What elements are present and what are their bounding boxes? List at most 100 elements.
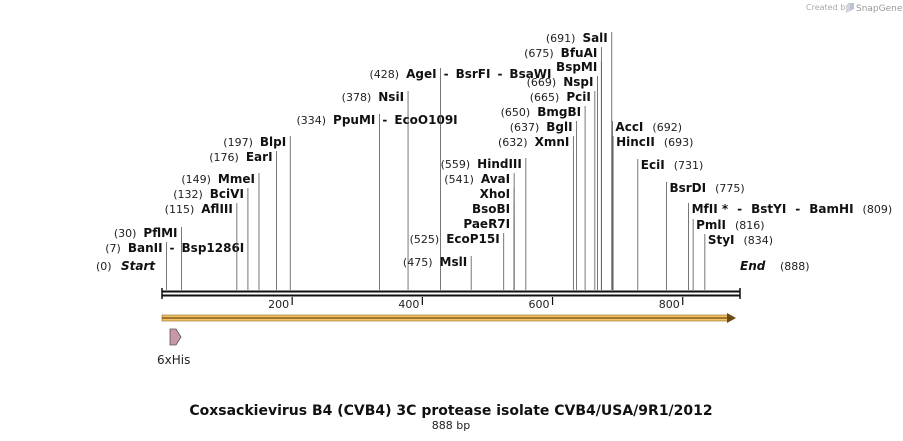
site-position: (475) [403,256,433,269]
site-position: (637) [510,121,540,134]
site-banii-bsp1286i[interactable]: (7) BanII - Bsp1286I [105,241,244,290]
restriction-sites: (7) BanII - Bsp1286I(30) PflMI(115) AflIII(13… [96,31,892,290]
site-position: (559) [441,158,471,171]
site-separator: - [170,241,175,255]
site-position: (669) [527,76,557,89]
site-enzyme-name: MmeI [218,172,255,186]
site-pcii[interactable]: (665) PciI [530,90,596,290]
site-position: (541) [444,173,474,186]
tick-label-600: 600 [529,298,550,311]
site-bsobi[interactable]: BsoBI [472,202,515,290]
site-enzyme-name: NspI [563,75,593,89]
site-enzyme-name: BsrDI [669,181,706,195]
created-by-text: Created by [806,3,850,12]
site-enzyme-name: HincII [616,135,655,149]
site-bmgbi[interactable]: (650) BmgBI [501,105,586,290]
site-enzyme-name: BglI [546,120,572,134]
site-position: (834) [744,234,774,247]
site-position: (731) [674,159,704,172]
site-msli[interactable]: (475) MslI [403,255,472,290]
site-ppumi-ecoo109i[interactable]: (334) PpuMI - EcoO109I [296,113,458,290]
site-enzyme-name: AvaI [481,172,510,186]
end-label: End (888) [740,259,810,273]
site-enzyme-name: BmgBI [537,105,581,119]
site-xmni[interactable]: (632) XmnI [498,135,574,290]
site-position: (525) [410,233,440,246]
snapgene-logo-icon [846,3,854,13]
snapgene-brand: SnapGene [856,4,903,14]
site-mmei[interactable]: (149) MmeI [181,172,260,290]
end-name: End [740,259,766,273]
feature-6xhis-label: 6xHis [157,353,190,367]
site-enzyme-name: PciI [566,90,591,104]
site-position: (176) [209,151,239,164]
site-position: (378) [342,91,372,104]
end-position: (888) [780,260,810,273]
site-agei-bsrfi-bsawi[interactable]: (428) AgeI - BsrFI - BsaWI [370,67,552,290]
site-blpi[interactable]: (197) BlpI [223,135,291,290]
site-hindiii[interactable]: (559) HindIII [441,157,527,290]
site-position: (115) [165,203,195,216]
feature-6xhis[interactable]: 6xHis [157,328,190,367]
site-ecop15i[interactable]: (525) EcoP15I [410,232,505,290]
site-bgli[interactable]: (637) BglI [510,120,578,290]
site-pflmi[interactable]: (30) PflMI [114,226,182,290]
site-position: (675) [524,47,554,60]
site-eari[interactable]: (176) EarI [209,150,277,290]
site-styi[interactable]: StyI (834) [704,233,774,290]
site-hincii[interactable]: HincII (693) [612,135,694,290]
site-enzyme-name: MfII * [692,202,729,216]
site-position: (693) [664,136,694,149]
site-bfuai[interactable]: (675) BfuAI [524,46,602,290]
site-enzyme-name: AflIII [201,202,233,216]
site-nsii[interactable]: (378) NsiI [342,90,409,290]
start-position: (0) [96,260,112,273]
site-enzyme-name: BanII [128,241,163,255]
site-enzyme-name: BlpI [260,135,286,149]
site-acci[interactable]: AccI (692) [612,120,682,290]
site-enzyme-name: MslI [440,255,468,269]
site-enzyme-name: EarI [246,150,273,164]
site-pmli[interactable]: PmlI (816) [692,218,765,290]
site-enzyme-name: EcoP15I [446,232,500,246]
site-enzyme-name: EciI [641,158,665,172]
start-name: Start [121,259,156,273]
site-enzyme-name: Bsp1286I [182,241,245,255]
site-enzyme-name: NsiI [378,90,404,104]
site-avai[interactable]: (541) AvaI [444,172,515,290]
site-position: (692) [652,121,682,134]
site-separator: - [382,113,387,127]
site-bsrdi[interactable]: BsrDI (775) [666,181,745,290]
site-position: (7) [105,242,121,255]
site-enzyme-name: AgeI [406,67,436,81]
site-enzyme-name: BstYI [751,202,786,216]
site-separator: - [444,67,449,81]
site-enzyme-name: BspMI [556,60,597,74]
site-position: (650) [501,106,531,119]
site-mfii-bstyi-bamhi[interactable]: MfII * - BstYI - BamHI (809) [688,202,893,290]
site-enzyme-name: AccI [615,120,643,134]
site-ecii[interactable]: EciI (731) [637,158,704,290]
site-bcivi[interactable]: (132) BciVI [173,187,249,290]
site-position: (809) [863,203,893,216]
ruler-ticks: 200 400 600 800 [268,297,684,311]
orf-arrow [161,313,736,323]
tick-label-200: 200 [268,298,289,311]
backbone [161,288,741,299]
site-position: (132) [173,188,203,201]
site-afliii[interactable]: (115) AflIII [165,202,238,290]
site-enzyme-name: PaeR7I [463,217,510,231]
site-enzyme-name: PpuMI [333,113,375,127]
site-position: (665) [530,91,560,104]
site-enzyme-name: PflMI [143,226,177,240]
site-position: (632) [498,136,528,149]
site-position: (30) [114,227,137,240]
site-sali[interactable]: (691) SalI [546,31,613,290]
site-nspi[interactable]: (669) NspI [527,75,598,290]
site-position: (149) [181,173,211,186]
site-enzyme-name: HindIII [477,157,522,171]
site-enzyme-name: XmnI [535,135,570,149]
site-enzyme-name: BciVI [210,187,244,201]
tick-label-400: 400 [398,298,419,311]
